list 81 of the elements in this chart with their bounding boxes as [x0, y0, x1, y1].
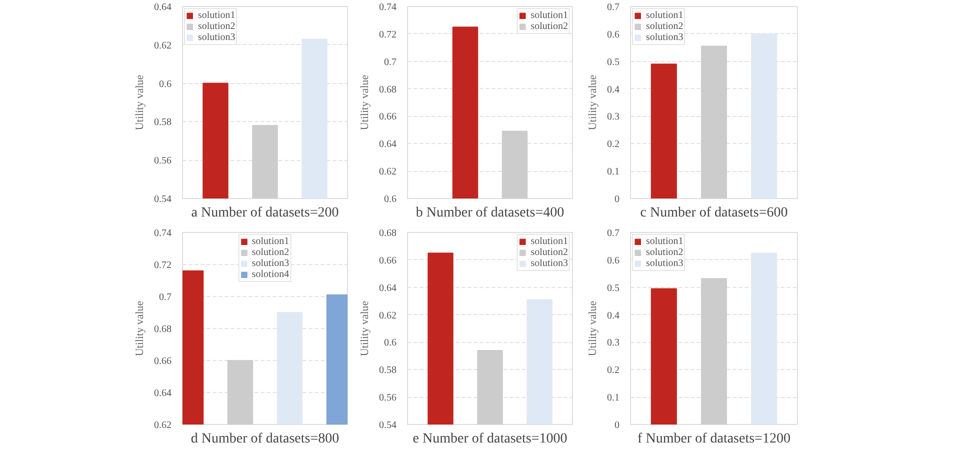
legend-label: solution2	[530, 21, 568, 32]
y-tick-label: 0.56	[379, 392, 396, 404]
y-tick-label: 0.74	[154, 228, 172, 239]
y-tick-label: 0.6	[384, 338, 396, 349]
y-tick-label: 0.54	[154, 194, 172, 205]
y-tick-label: 0.62	[154, 40, 172, 52]
y-tick-label: 0.2	[607, 139, 620, 150]
bar	[751, 252, 778, 424]
y-axis-title: Utility value	[134, 74, 146, 130]
y-tick-label: 0.68	[379, 84, 396, 96]
y-tick-label: 0.62	[379, 166, 396, 178]
y-tick-label: 0.6	[384, 194, 396, 205]
y-tick-label: 0.4	[607, 84, 620, 96]
legend-label: solution2	[198, 21, 236, 32]
y-tick-label: 0.64	[154, 388, 172, 399]
text: c Number of datasets=600	[640, 206, 788, 220]
y-tick-label: 0.1	[607, 392, 620, 404]
y-tick-label: 0.5	[607, 56, 620, 68]
y-tick-label: 0.64	[379, 139, 396, 150]
legend-label: solution1	[530, 10, 568, 21]
y-tick-label: 0.68	[154, 324, 172, 335]
legend-label: solution2	[646, 247, 684, 258]
bar	[700, 46, 728, 198]
y-tick-label: 0.3	[607, 112, 620, 123]
y-tick-label: 0.5	[607, 282, 620, 294]
y-tick-label: 0.66	[379, 112, 396, 123]
y-tick-label: 0.64	[154, 2, 172, 13]
y-tick-label: 0.74	[379, 2, 396, 13]
y-tick-label: 0.6	[607, 29, 620, 40]
legend-label: solution3	[646, 258, 684, 269]
legend-label: solution1	[530, 236, 568, 247]
bar	[751, 33, 778, 198]
text: d Number of datasets=800	[190, 432, 340, 446]
legend-label: solution1	[252, 236, 290, 247]
text: a Number of datasets=200	[191, 206, 339, 220]
y-tick-label: 0.6	[607, 255, 620, 266]
bar	[650, 288, 677, 424]
y-tick-label: 0.58	[154, 117, 172, 128]
y-tick-label: 0.58	[379, 365, 396, 376]
text: f Number of datasets=1200	[638, 432, 790, 446]
y-tick-label: 0	[614, 420, 620, 431]
legend-label: solution2	[646, 21, 684, 32]
text: e Number of datasets=1000	[412, 432, 568, 446]
y-axis-title: Utility value	[587, 74, 599, 130]
y-tick-label: 0.7	[607, 2, 620, 13]
y-tick-label: 0	[614, 194, 620, 205]
y-tick-label: 0.68	[379, 228, 396, 239]
y-tick-label: 0.62	[154, 420, 172, 431]
y-tick-label: 0.4	[607, 310, 620, 322]
y-axis-title: Utility value	[359, 300, 371, 356]
legend-label: solution3	[530, 258, 568, 269]
legend-label: solution2	[252, 247, 290, 258]
y-tick-label: 0.72	[154, 260, 172, 271]
y-tick-label: 0.2	[607, 365, 620, 376]
legend-label: solution3	[646, 32, 684, 43]
y-tick-label: 0.3	[607, 338, 620, 349]
y-tick-label: 0.64	[379, 282, 396, 294]
y-tick-label: 0.7	[159, 292, 172, 303]
text: b Number of datasets=400	[416, 206, 564, 220]
y-tick-label: 0.72	[379, 29, 396, 40]
y-tick-label: 0.7	[607, 228, 620, 239]
legend-label: solotion4	[252, 269, 290, 280]
y-tick-label: 0.1	[607, 166, 620, 178]
bar	[700, 278, 728, 424]
y-tick-label: 0.7	[384, 56, 396, 68]
y-tick-label: 0.6	[159, 78, 172, 90]
y-tick-label: 0.66	[379, 255, 396, 266]
legend-label: solution3	[198, 32, 236, 43]
legend-label: solution1	[646, 236, 684, 247]
legend-label: solution1	[646, 10, 684, 21]
legend-label: solution3	[252, 258, 290, 269]
y-tick-label: 0.62	[379, 310, 396, 322]
bar	[650, 64, 677, 198]
legend-label: solution2	[530, 247, 568, 258]
y-axis-title: Utility value	[134, 300, 146, 356]
y-tick-label: 0.56	[154, 156, 172, 167]
y-axis-title: Utility value	[359, 74, 371, 130]
legend-label: solution1	[198, 10, 236, 21]
y-tick-label: 0.66	[154, 356, 172, 367]
y-axis-title: Utility value	[587, 300, 599, 356]
y-tick-label: 0.54	[379, 420, 396, 431]
